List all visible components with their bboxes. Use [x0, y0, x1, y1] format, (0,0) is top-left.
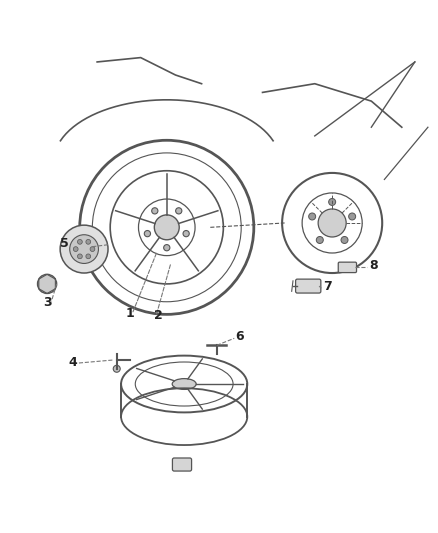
Text: 6: 6	[235, 329, 244, 343]
Circle shape	[328, 198, 336, 205]
Circle shape	[78, 239, 82, 244]
Circle shape	[38, 274, 57, 294]
Circle shape	[152, 208, 158, 214]
Circle shape	[78, 254, 82, 259]
Circle shape	[316, 237, 323, 244]
Text: 5: 5	[60, 237, 69, 250]
Text: 7: 7	[323, 280, 332, 294]
FancyBboxPatch shape	[296, 279, 321, 293]
Circle shape	[73, 247, 78, 252]
Circle shape	[176, 208, 182, 214]
Circle shape	[318, 209, 346, 237]
Circle shape	[90, 247, 95, 252]
Circle shape	[183, 230, 189, 237]
Circle shape	[164, 245, 170, 251]
Circle shape	[86, 254, 91, 259]
Circle shape	[113, 365, 120, 372]
FancyBboxPatch shape	[338, 262, 357, 272]
FancyBboxPatch shape	[173, 458, 191, 471]
Text: 2: 2	[154, 309, 162, 322]
Circle shape	[144, 230, 151, 237]
Circle shape	[154, 215, 179, 240]
Circle shape	[309, 213, 316, 220]
Circle shape	[341, 237, 348, 244]
Text: 1: 1	[125, 306, 134, 320]
Text: 3: 3	[43, 296, 52, 309]
Text: 8: 8	[369, 259, 378, 272]
Circle shape	[60, 225, 108, 273]
Circle shape	[349, 213, 356, 220]
Ellipse shape	[172, 378, 196, 390]
Text: 4: 4	[69, 356, 78, 369]
Circle shape	[70, 235, 99, 263]
Circle shape	[86, 239, 91, 244]
